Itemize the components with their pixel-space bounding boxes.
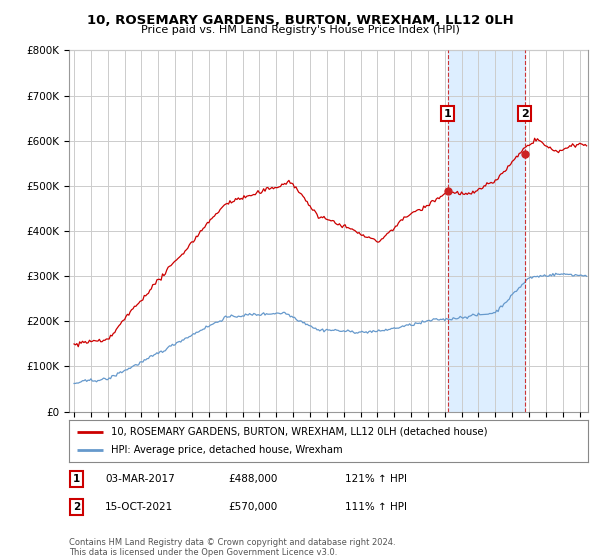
- Text: 10, ROSEMARY GARDENS, BURTON, WREXHAM, LL12 0LH: 10, ROSEMARY GARDENS, BURTON, WREXHAM, L…: [86, 14, 514, 27]
- Text: 03-MAR-2017: 03-MAR-2017: [105, 474, 175, 484]
- Text: Price paid vs. HM Land Registry's House Price Index (HPI): Price paid vs. HM Land Registry's House …: [140, 25, 460, 35]
- Text: 1: 1: [444, 109, 451, 119]
- Text: 2: 2: [521, 109, 529, 119]
- Text: 2: 2: [73, 502, 80, 512]
- Bar: [448, 50, 525, 412]
- Text: 10, ROSEMARY GARDENS, BURTON, WREXHAM, LL12 0LH (detached house): 10, ROSEMARY GARDENS, BURTON, WREXHAM, L…: [110, 427, 487, 437]
- Text: HPI: Average price, detached house, Wrexham: HPI: Average price, detached house, Wrex…: [110, 445, 342, 455]
- Text: 121% ↑ HPI: 121% ↑ HPI: [345, 474, 407, 484]
- Text: 1: 1: [73, 474, 80, 484]
- Text: Contains HM Land Registry data © Crown copyright and database right 2024.
This d: Contains HM Land Registry data © Crown c…: [69, 538, 395, 557]
- Text: 15-OCT-2021: 15-OCT-2021: [105, 502, 173, 512]
- Text: £488,000: £488,000: [228, 474, 277, 484]
- Text: 111% ↑ HPI: 111% ↑ HPI: [345, 502, 407, 512]
- Text: £570,000: £570,000: [228, 502, 277, 512]
